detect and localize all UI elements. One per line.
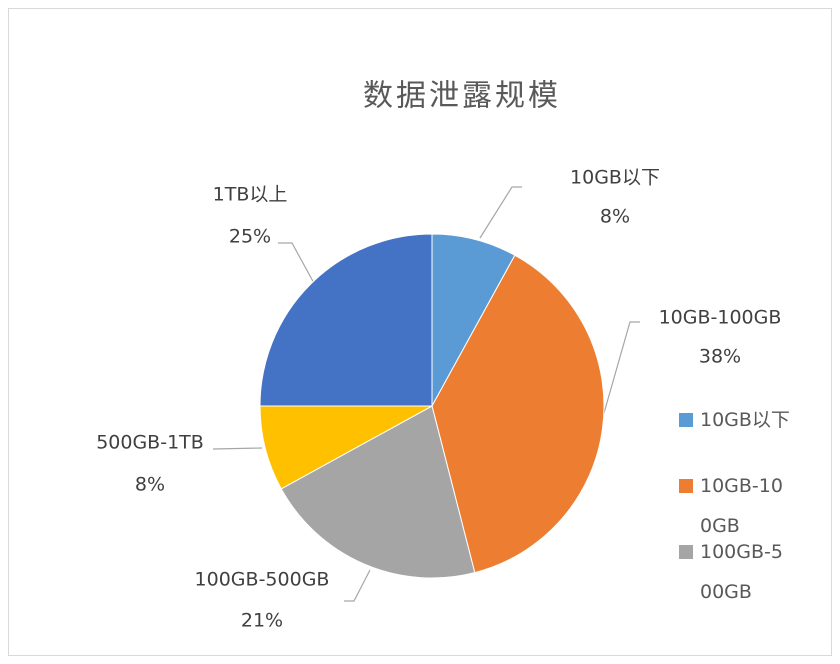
pie-slice <box>259 233 433 407</box>
legend-swatch <box>679 479 693 493</box>
data-label-value: 8% <box>600 206 630 228</box>
chart-title: 数据泄露规模 <box>363 79 561 114</box>
data-label-value: 25% <box>229 226 271 248</box>
pie-slice <box>431 254 605 574</box>
data-label-category: 10GB以下 <box>570 167 660 189</box>
legend-entry: 10GB以下 <box>679 400 790 440</box>
legend-swatch <box>679 545 693 559</box>
data-label-value: 38% <box>699 346 741 368</box>
leader-lines <box>212 186 640 602</box>
data-label-category: 10GB-100GB <box>659 307 782 329</box>
data-label-category: 1TB以上 <box>213 184 288 206</box>
data-label-category: 500GB-1TB <box>96 432 204 454</box>
legend-label: 10GB-100GB <box>700 475 783 537</box>
data-label-value: 21% <box>241 610 283 632</box>
data-label-value: 8% <box>135 474 165 496</box>
data-label-category: 100GB-500GB <box>195 569 330 591</box>
legend-entry: 10GB-100GB <box>679 466 790 546</box>
pie-slice <box>280 405 476 579</box>
legend-label: 10GB以下 <box>700 409 790 431</box>
legend-entry: 100GB-500GB <box>679 532 790 612</box>
legend-swatch <box>679 413 693 427</box>
legend-label: 100GB-500GB <box>700 541 783 603</box>
